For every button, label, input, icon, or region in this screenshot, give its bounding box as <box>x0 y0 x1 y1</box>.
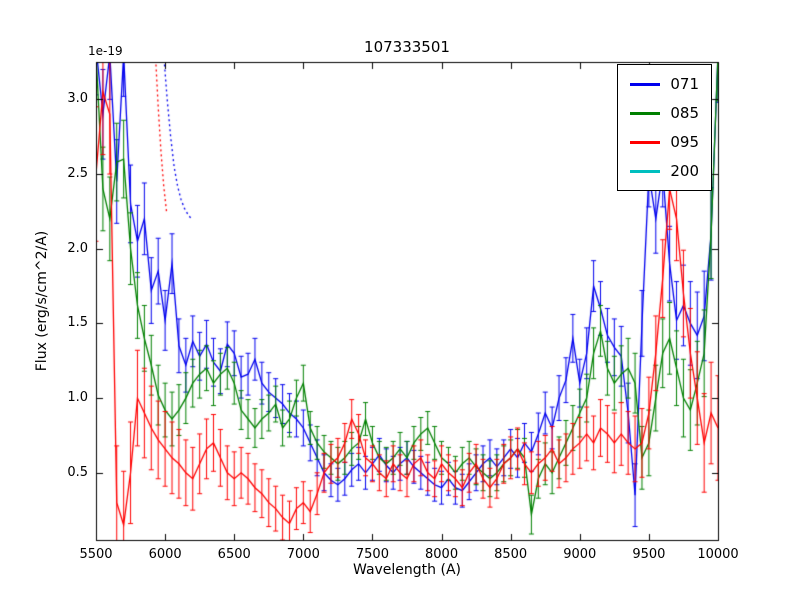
x-tick-label: 7500 <box>355 547 389 562</box>
legend-label: 200 <box>670 162 699 180</box>
x-tick-label: 9000 <box>563 547 597 562</box>
x-tick-label: 10000 <box>697 547 739 562</box>
legend-line-icon <box>630 140 661 144</box>
y-axis-offset-label: 1e-19 <box>88 44 123 58</box>
x-tick-label: 5500 <box>79 547 113 562</box>
legend-line-icon <box>630 169 661 173</box>
chart-title: 107333501 <box>364 38 450 56</box>
legend-entry: 071 <box>630 75 699 93</box>
y-tick-label: 2.5 <box>67 166 88 182</box>
x-tick-label: 9500 <box>632 547 666 562</box>
x-tick-label: 6000 <box>148 547 182 562</box>
y-tick-label: 1.5 <box>67 315 88 331</box>
x-tick-label: 8000 <box>425 547 459 562</box>
legend-label: 085 <box>670 104 699 122</box>
legend-entry: 085 <box>630 104 699 122</box>
legend-line-icon <box>630 82 661 86</box>
legend: 071 085 095 200 <box>617 64 712 191</box>
x-tick-label: 7000 <box>286 547 320 562</box>
y-tick-label: 0.5 <box>67 464 88 480</box>
legend-entry: 095 <box>630 133 699 151</box>
x-tick-label: 8500 <box>494 547 528 562</box>
y-tick-label: 3.0 <box>67 91 88 107</box>
y-tick-label: 1.0 <box>67 390 88 406</box>
legend-label: 071 <box>670 75 699 93</box>
x-axis-label: Wavelength (A) <box>352 562 462 578</box>
legend-line-icon <box>630 111 661 115</box>
x-tick-label: 6500 <box>217 547 251 562</box>
legend-entry: 200 <box>630 162 699 180</box>
legend-label: 095 <box>670 133 699 151</box>
y-tick-label: 2.0 <box>67 240 88 256</box>
